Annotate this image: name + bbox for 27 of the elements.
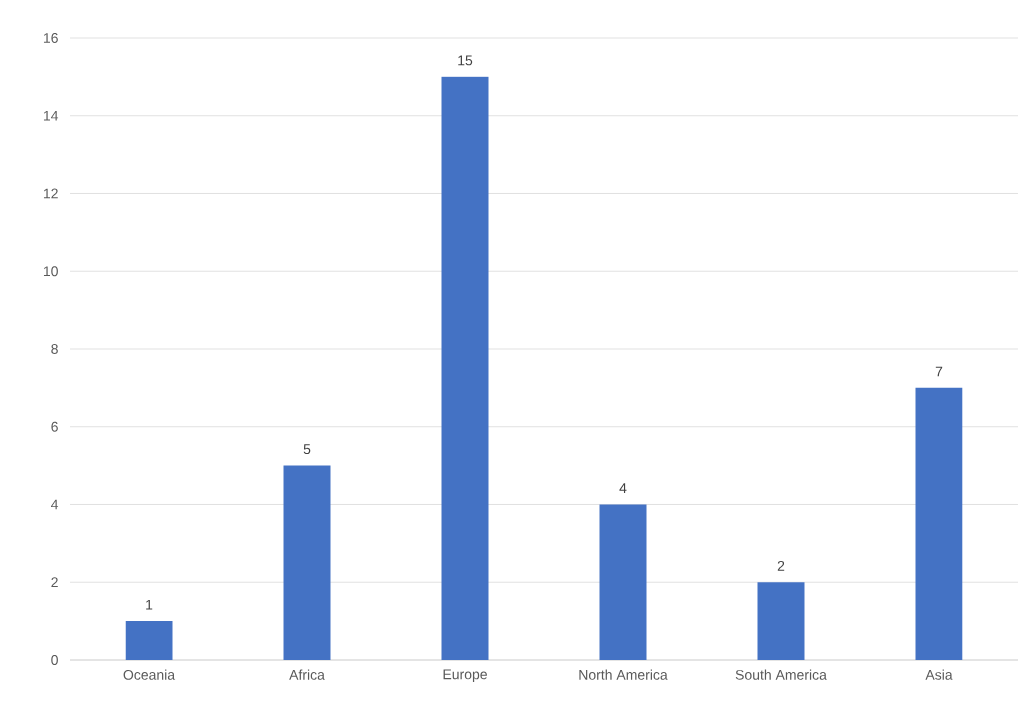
bar	[283, 465, 331, 660]
y-tick-label: 14	[43, 110, 59, 121]
data-label: 1	[146, 599, 153, 610]
data-label: 15	[458, 55, 473, 66]
data-label: 4	[619, 483, 627, 493]
bar	[915, 387, 963, 660]
y-tick-label: 4	[51, 499, 59, 510]
x-tick-label: Africa	[289, 669, 325, 680]
data-label: 5	[303, 444, 311, 455]
y-tick-label: 12	[43, 188, 58, 199]
data-label: 2	[777, 560, 785, 571]
y-tick-label: 6	[51, 421, 58, 432]
y-tick-label: 2	[51, 577, 58, 588]
x-tick-label: North America	[579, 669, 668, 680]
bar	[599, 504, 647, 660]
y-tick-label: 0	[51, 655, 58, 665]
y-tick-label: 10	[43, 266, 58, 277]
x-tick-label: Europe	[443, 669, 487, 683]
bar	[125, 621, 173, 660]
x-tick-label: South America	[735, 669, 827, 680]
y-tick-label: 16	[43, 33, 58, 43]
bar	[441, 76, 489, 660]
y-tick-label: 8	[51, 344, 58, 354]
x-tick-label: Asia	[925, 669, 953, 680]
bar	[757, 582, 805, 660]
data-label: 7	[935, 366, 943, 377]
x-tick-label: Oceania	[123, 669, 176, 680]
